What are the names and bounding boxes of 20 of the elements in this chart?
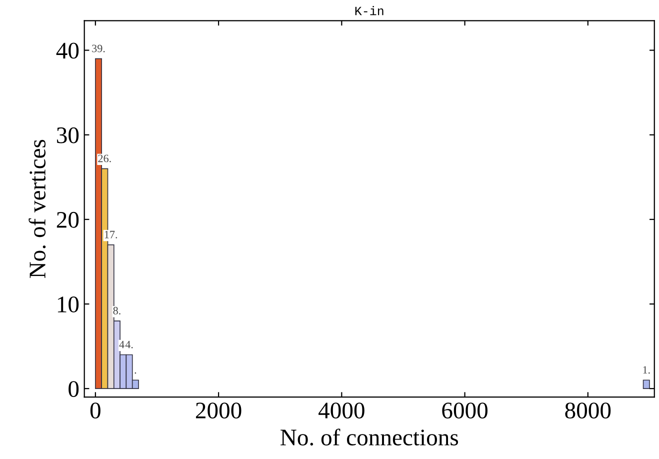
x-axis-title: No. of connections <box>280 428 458 446</box>
data-label: 1. <box>643 366 650 374</box>
x-tick-label: 2000 <box>196 402 242 419</box>
y-tick-label: 0 <box>68 381 79 397</box>
y-tick-label: 30 <box>57 127 79 144</box>
y-tick-label: 10 <box>58 296 79 312</box>
data-label: 8. <box>113 306 120 314</box>
y-tick-label: 40 <box>56 42 79 59</box>
data-label: 39. <box>92 44 105 52</box>
chart-title: K-in <box>355 6 384 16</box>
x-tick-label: 6000 <box>442 402 488 419</box>
y-axis-title: No. of vertices <box>28 140 46 278</box>
x-tick-label: 8000 <box>565 402 611 419</box>
data-label: 4. <box>125 340 133 348</box>
x-tick-label: 4000 <box>318 402 364 419</box>
data-label: . <box>134 372 136 374</box>
data-label: 26. <box>98 154 111 162</box>
x-tick-label: 0 <box>90 402 100 419</box>
data-label: 17. <box>104 230 118 238</box>
y-tick-label: 20 <box>56 212 79 228</box>
